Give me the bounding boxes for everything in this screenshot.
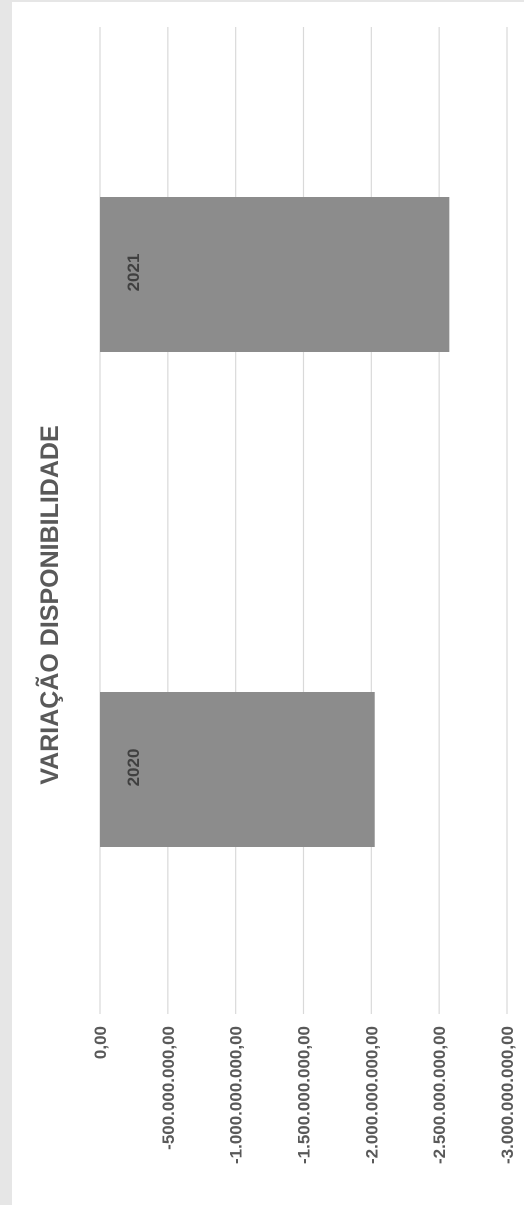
category-label-2020: 2020 (124, 749, 143, 787)
value-tick-labels: 0,00 -500.000.000,00 -1.000.000.000,00 -1.5… (91, 1026, 517, 1164)
gridlines (99, 27, 508, 1014)
tick-label-2: -1.000.000.000,00 (227, 1026, 246, 1164)
chart-frame: 2020 2021 0,00 -500.000.000,00 -1.000.000.0… (12, 2, 524, 1205)
chart-title: VARIAÇÃO DISPONIBILIDADE (34, 425, 64, 784)
tick-label-6: -3.000.000.000,00 (498, 1026, 517, 1164)
tick-label-5: -2.500.000.000,00 (430, 1026, 449, 1164)
bar-2021 (100, 197, 450, 352)
tick-label-0: 0,00 (91, 1026, 110, 1059)
bars: 2020 2021 (100, 197, 450, 847)
bar-2020 (100, 692, 375, 847)
tick-label-4: -2.000.000.000,00 (362, 1026, 381, 1164)
tick-label-1: -500.000.000,00 (159, 1026, 178, 1150)
tick-label-3: -1.500.000.000,00 (295, 1026, 314, 1164)
bar-chart: 2020 2021 0,00 -500.000.000,00 -1.000.000.0… (34, 27, 517, 1164)
category-label-2021: 2021 (124, 254, 143, 292)
